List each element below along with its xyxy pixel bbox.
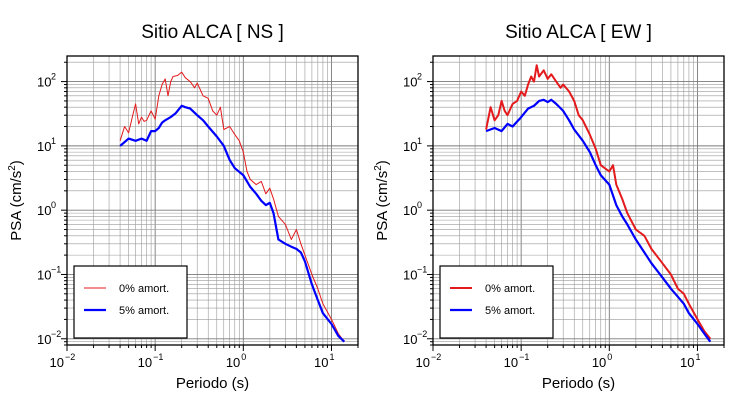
y-tick-label: 10 2: [37, 72, 56, 90]
x-tick-label-base: 10: [50, 355, 64, 370]
x-tick-label: 10 −1: [504, 352, 530, 370]
y-tick-label-exp: −2: [417, 329, 427, 339]
legend-label-0: 0% amort.: [119, 283, 169, 295]
legend-box: [73, 265, 188, 339]
y-axis-label-end: ): [8, 160, 25, 165]
legend-label-1: 5% amort.: [485, 305, 535, 317]
x-tick-label-exp: 1: [329, 352, 334, 362]
x-tick-label-base: 10: [504, 355, 518, 370]
y-tick-label-exp: −2: [51, 329, 61, 339]
legend-box: [439, 265, 554, 339]
y-tick-label: 10 1: [403, 136, 422, 154]
plot-frame: [66, 55, 359, 346]
y-tick-label: 10 −2: [403, 329, 427, 347]
legend: 0% amort. 5% amort.: [73, 265, 188, 339]
y-tick-label: 10 2: [403, 72, 422, 90]
x-tick-label: 10 1: [680, 352, 700, 370]
x-axis-label: Periodo (s): [542, 375, 615, 392]
y-axis-label-sup: 2: [373, 165, 384, 171]
series-line-0: [119, 71, 345, 342]
x-tick-label-exp: −1: [519, 352, 529, 362]
y-axis-label-sup: 2: [7, 165, 18, 171]
legend: 0% amort. 5% amort.: [439, 265, 554, 339]
y-tick-label-base: 10: [37, 203, 51, 218]
x-axis-label: Periodo (s): [176, 375, 249, 392]
series-line-1: [119, 104, 346, 343]
y-axis-label-base: PSA (cm/s: [374, 171, 391, 241]
x-tick-label: 10 −2: [50, 352, 76, 370]
y-axis-label-end: ): [374, 160, 391, 165]
x-tick-label-base: 10: [226, 355, 240, 370]
x-tick-label-base: 10: [314, 355, 328, 370]
chart-title: Sitio ALCA [ EW ]: [505, 22, 652, 43]
legend-label-1: 5% amort.: [119, 305, 169, 317]
chart-title: Sitio ALCA [ NS ]: [141, 22, 284, 43]
x-tick-label: 10 −1: [138, 352, 164, 370]
y-axis-label: PSA (cm/s2): [7, 160, 25, 241]
y-tick-label: 10 −1: [403, 264, 427, 282]
x-tick-label-exp: −2: [65, 352, 75, 362]
y-tick-label-exp: 1: [51, 136, 56, 146]
y-tick-label-base: 10: [37, 267, 51, 282]
y-tick-label: 10 0: [37, 200, 56, 218]
x-tick-label: 10 1: [314, 352, 334, 370]
x-tick-label-base: 10: [680, 355, 694, 370]
y-tick-label-base: 10: [403, 75, 417, 90]
x-tick-label-base: 10: [592, 355, 606, 370]
y-tick-label-base: 10: [37, 139, 51, 154]
x-tick-label: 10 −2: [416, 352, 442, 370]
x-tick-label-exp: 0: [241, 352, 246, 362]
series-line-0: [485, 64, 712, 340]
y-tick-label-exp: 0: [51, 200, 56, 210]
series-group: [485, 64, 712, 343]
plot-frame: [432, 55, 725, 346]
y-tick-label-base: 10: [37, 332, 51, 347]
y-tick-label: 10 −1: [37, 264, 61, 282]
axis-ticks: [427, 61, 725, 351]
axis-ticks: [61, 61, 359, 351]
y-tick-label-base: 10: [403, 203, 417, 218]
y-tick-label-base: 10: [37, 75, 51, 90]
y-tick-label-exp: 1: [417, 136, 422, 146]
x-tick-label-base: 10: [416, 355, 430, 370]
x-tick-label-exp: −2: [431, 352, 441, 362]
y-tick-label-exp: 2: [51, 72, 56, 82]
series-line-1: [485, 98, 712, 343]
y-axis-label-base: PSA (cm/s: [8, 171, 25, 241]
x-tick-label: 10 0: [592, 352, 612, 370]
x-tick-label-exp: −1: [153, 352, 163, 362]
y-axis-label: PSA (cm/s2): [373, 160, 391, 241]
legend-label-0: 0% amort.: [485, 283, 535, 295]
y-tick-label: 10 −2: [37, 329, 61, 347]
x-tick-label: 10 0: [226, 352, 246, 370]
y-tick-label-base: 10: [403, 139, 417, 154]
y-tick-label-exp: −1: [417, 264, 427, 274]
y-tick-label-exp: 0: [417, 200, 422, 210]
x-tick-label-exp: 0: [607, 352, 612, 362]
y-tick-label-base: 10: [403, 332, 417, 347]
series-group: [119, 71, 346, 343]
y-tick-label: 10 1: [37, 136, 56, 154]
y-tick-label-base: 10: [403, 267, 417, 282]
y-tick-label-exp: 2: [417, 72, 422, 82]
y-tick-label: 10 0: [403, 200, 422, 218]
y-tick-label-exp: −1: [51, 264, 61, 274]
x-tick-label-base: 10: [138, 355, 152, 370]
x-tick-label-exp: 1: [695, 352, 700, 362]
